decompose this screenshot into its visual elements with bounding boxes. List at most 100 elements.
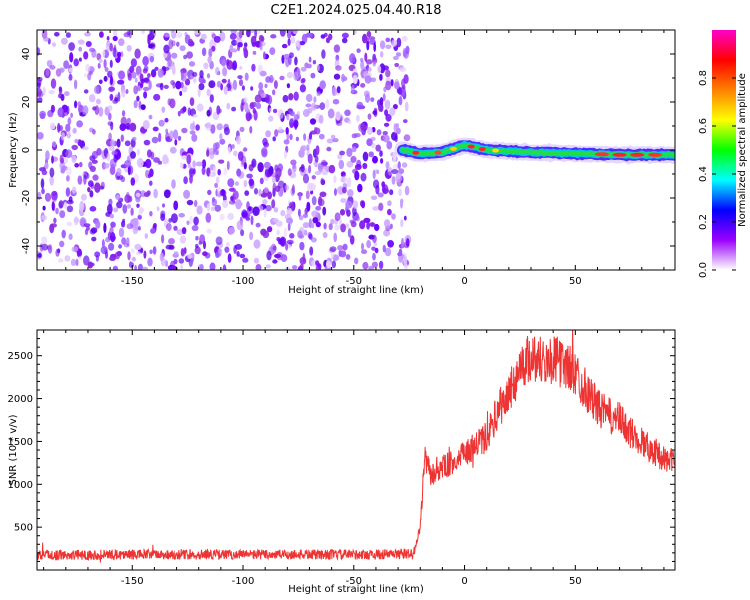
noise-blob — [279, 75, 285, 81]
noise-blob — [356, 48, 361, 53]
noise-blob — [356, 101, 364, 110]
noise-blob — [108, 112, 112, 121]
noise-blob — [335, 120, 343, 126]
noise-blob — [76, 248, 82, 258]
noise-blob — [255, 102, 262, 110]
noise-blob — [166, 223, 172, 231]
noise-blob — [389, 223, 393, 230]
noise-blob — [314, 127, 321, 135]
noise-blob — [98, 79, 103, 85]
noise-blob — [170, 265, 178, 270]
noise-blob — [202, 251, 208, 257]
noise-blob — [316, 91, 321, 97]
noise-blob — [363, 217, 371, 224]
noise-blob — [391, 169, 399, 175]
noise-blob — [211, 45, 216, 52]
noise-blob — [236, 135, 241, 145]
noise-blob — [60, 93, 65, 101]
noise-blob — [261, 147, 268, 156]
x-tick-label: 50 — [569, 276, 582, 287]
noise-blob — [255, 222, 261, 228]
noise-blob — [233, 150, 238, 157]
noise-blob — [153, 157, 160, 163]
noise-blob — [339, 209, 346, 216]
noise-blob — [125, 122, 131, 130]
noise-blob — [382, 131, 388, 136]
noise-blob — [156, 206, 160, 212]
noise-blob — [135, 192, 141, 197]
noise-blob — [201, 166, 206, 175]
noise-blob — [78, 46, 83, 52]
noise-blob — [149, 55, 155, 63]
noise-blob — [318, 114, 324, 124]
noise-blob — [40, 178, 45, 189]
noise-blob — [37, 79, 42, 87]
noise-blob — [300, 66, 307, 72]
noise-blob — [362, 261, 369, 270]
noise-blob — [231, 144, 235, 149]
noise-blob — [264, 161, 271, 169]
noise-blob — [384, 219, 391, 228]
noise-blob — [372, 61, 376, 67]
noise-blob — [148, 80, 152, 90]
noise-blob — [328, 164, 336, 174]
noise-blob — [305, 190, 310, 200]
noise-blob — [387, 208, 392, 216]
noise-blob — [71, 155, 77, 163]
noise-blob — [386, 140, 393, 150]
noise-blob — [269, 47, 276, 55]
noise-blob — [239, 126, 245, 133]
noise-blob — [136, 148, 140, 156]
noise-blob — [274, 253, 282, 259]
noise-blob — [103, 75, 108, 82]
spectrogram-x-axis: -150 -100 -50 0 50 — [43, 30, 665, 287]
noise-blob — [71, 144, 78, 151]
noise-blob — [124, 160, 132, 168]
noise-blob — [272, 182, 277, 194]
noise-blob — [236, 168, 242, 177]
noise-blob — [96, 53, 102, 61]
noise-blob — [88, 180, 94, 188]
noise-blob — [249, 102, 255, 110]
noise-blob — [260, 192, 268, 198]
noise-blob — [378, 260, 384, 270]
noise-blob — [206, 73, 211, 79]
noise-blob — [291, 265, 298, 270]
snr-series-line — [37, 330, 675, 563]
noise-blob — [133, 220, 138, 231]
noise-blob — [405, 238, 410, 247]
noise-blob — [110, 139, 116, 147]
noise-blob — [226, 241, 230, 247]
noise-blob — [176, 229, 184, 235]
noise-blob — [392, 104, 398, 110]
noise-blob — [198, 83, 205, 91]
y-tick-label: 0 — [21, 147, 32, 153]
noise-blob — [61, 165, 68, 171]
noise-blob — [385, 37, 391, 43]
noise-blob — [208, 48, 213, 58]
noise-blob — [54, 32, 60, 37]
noise-blob — [181, 227, 187, 235]
noise-blob — [226, 160, 230, 171]
noise-blob — [194, 246, 201, 255]
noise-blob — [259, 177, 264, 185]
noise-blob — [173, 258, 178, 265]
noise-blob — [335, 111, 341, 121]
noise-blob — [320, 177, 325, 185]
noise-blob — [137, 226, 141, 231]
noise-blob — [370, 195, 378, 201]
noise-blob — [213, 35, 221, 43]
colorbar-tick-label: 0.8 — [698, 70, 709, 86]
noise-blob — [272, 108, 278, 114]
noise-blob — [302, 213, 309, 219]
noise-blob — [104, 162, 110, 169]
noise-blob — [66, 205, 74, 213]
noise-blob — [403, 215, 407, 221]
noise-blob — [212, 197, 215, 203]
noise-blob — [297, 230, 303, 239]
noise-blob — [77, 101, 81, 107]
noise-blob — [112, 265, 118, 270]
noise-blob — [263, 208, 267, 218]
noise-blob — [39, 110, 46, 118]
